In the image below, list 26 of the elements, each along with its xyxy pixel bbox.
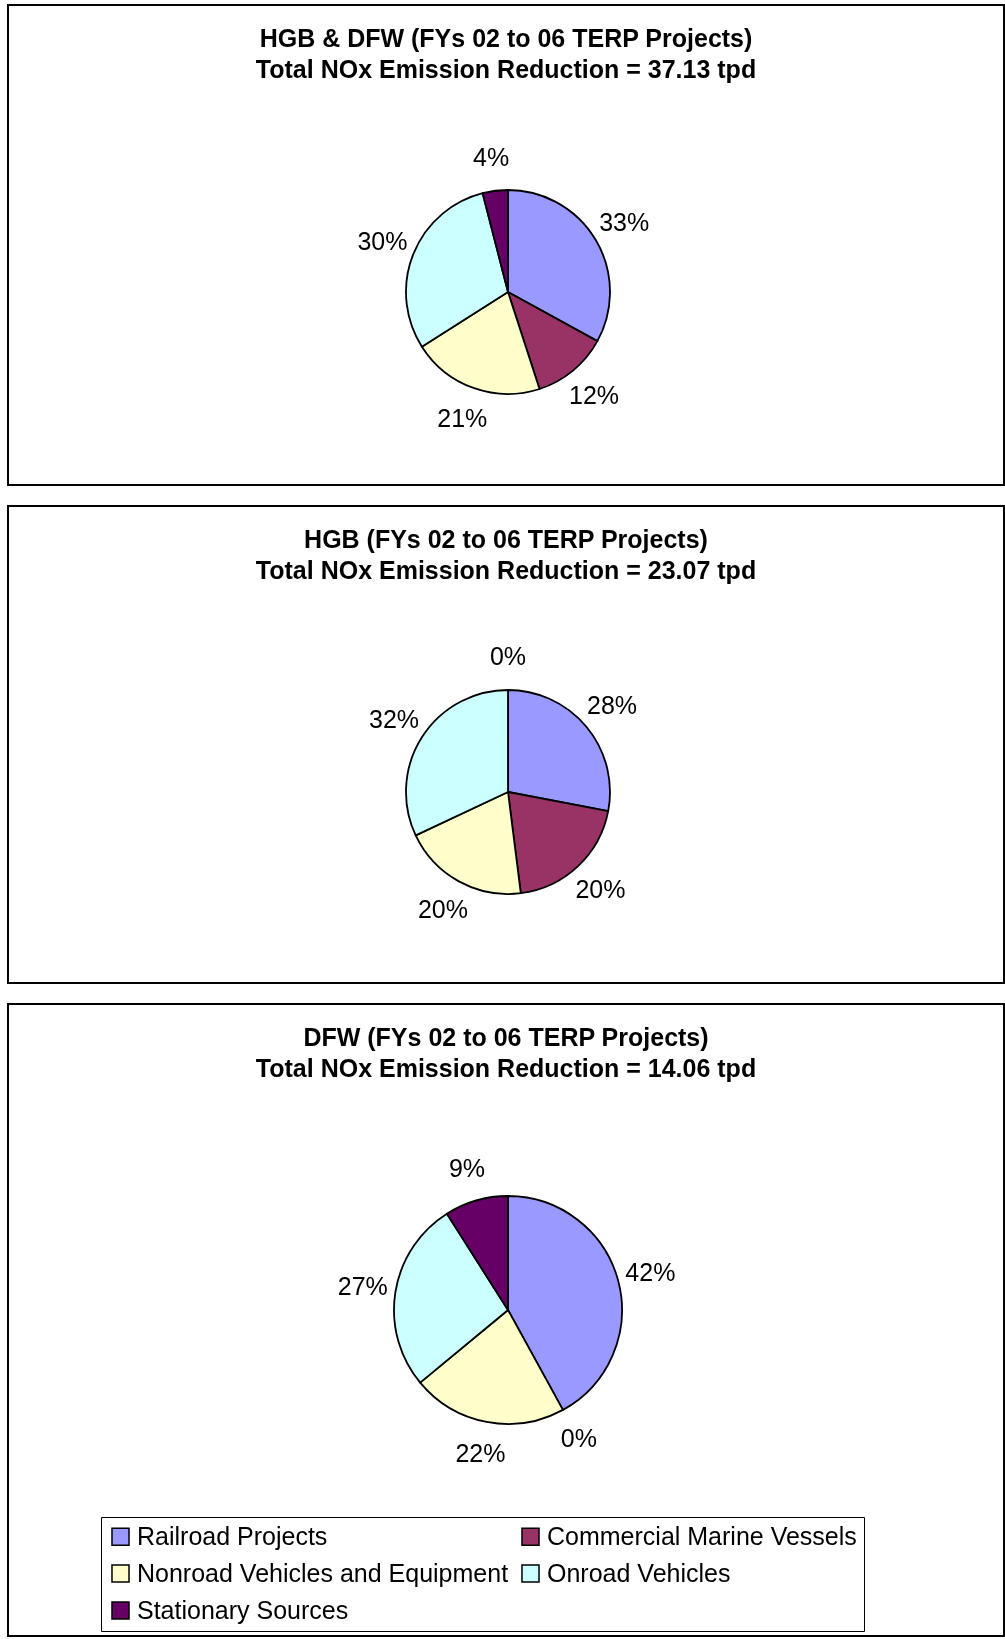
data-label: 20%: [417, 895, 468, 924]
data-label: 12%: [569, 381, 620, 410]
data-label: 28%: [587, 690, 638, 719]
data-label: 4%: [473, 143, 510, 172]
legend-label: Commercial Marine Vessels: [547, 1521, 857, 1550]
data-label: 20%: [575, 875, 626, 904]
legend-label: Nonroad Vehicles and Equipment: [137, 1558, 509, 1587]
data-label: 42%: [625, 1258, 676, 1287]
data-label: 21%: [437, 404, 488, 433]
chart-subtitle: Total NOx Emission Reduction = 37.13 tpd: [255, 55, 757, 83]
chart-subtitle: Total NOx Emission Reduction = 23.07 tpd: [255, 556, 757, 584]
data-label: 9%: [448, 1153, 486, 1182]
data-label: 30%: [357, 227, 408, 256]
text: 0%: [560, 1423, 597, 1452]
data-label: 27%: [337, 1272, 388, 1300]
chart-title: HGB (FYs 02 to 06 TERP Projects): [304, 525, 708, 553]
chart-title: HGB & DFW (FYs 02 to 06 TERP Projects): [259, 24, 753, 52]
text: 0%: [489, 642, 527, 670]
legend-label: Onroad Vehicles: [547, 1558, 731, 1587]
legend-label: Railroad Projects: [137, 1521, 328, 1550]
chart-subtitle: Total NOx Emission Reduction = 14.06 tpd: [255, 1054, 757, 1082]
data-label: 33%: [599, 208, 650, 237]
data-label: 32%: [368, 704, 420, 733]
data-label: 22%: [455, 1439, 506, 1468]
chart-title: DFW (FYs 02 to 06 TERP Projects): [303, 1023, 709, 1051]
legend-label: Stationary Sources: [137, 1595, 349, 1624]
